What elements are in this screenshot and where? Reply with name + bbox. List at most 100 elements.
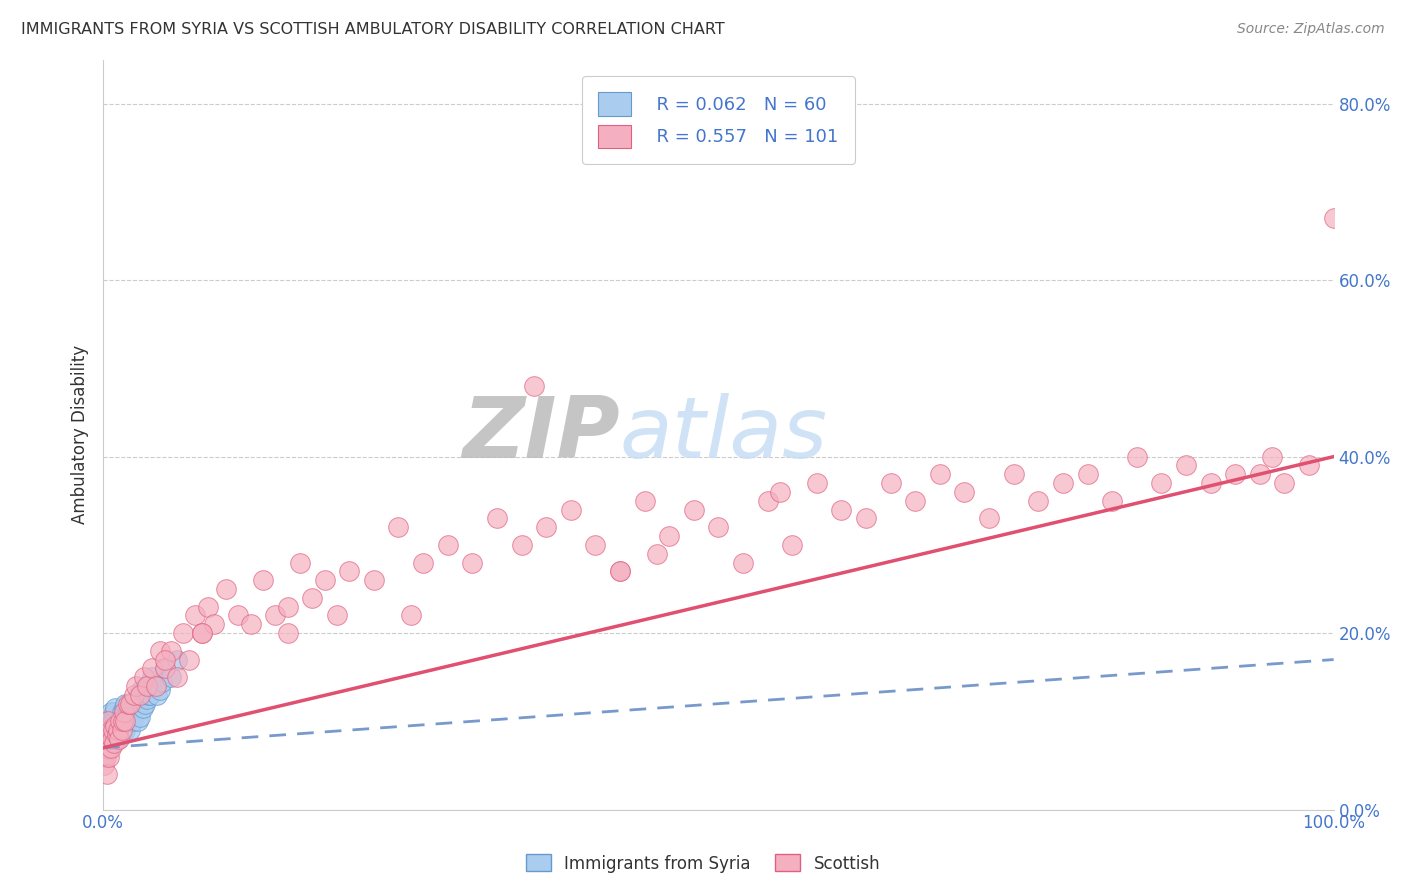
Point — [103, 706, 125, 720]
Point — [96, 767, 118, 781]
Point — [136, 679, 159, 693]
Point — [112, 706, 135, 720]
Point — [97, 740, 120, 755]
Point — [1126, 450, 1149, 464]
Point — [107, 714, 129, 729]
Point — [288, 556, 311, 570]
Text: Source: ZipAtlas.com: Source: ZipAtlas.com — [1237, 22, 1385, 37]
Point — [977, 511, 1000, 525]
Point — [228, 608, 250, 623]
Point — [202, 617, 225, 632]
Point — [277, 599, 299, 614]
Point — [239, 617, 262, 632]
Point — [1076, 467, 1098, 482]
Point — [125, 692, 148, 706]
Point — [98, 731, 121, 746]
Point — [150, 674, 173, 689]
Point — [122, 701, 145, 715]
Point — [166, 670, 188, 684]
Point — [105, 723, 128, 738]
Text: atlas: atlas — [620, 393, 828, 476]
Text: ZIP: ZIP — [463, 393, 620, 476]
Point — [583, 538, 606, 552]
Point — [115, 714, 138, 729]
Point — [609, 564, 631, 578]
Point — [120, 697, 142, 711]
Point — [100, 740, 122, 755]
Point — [928, 467, 950, 482]
Point — [153, 661, 176, 675]
Point — [138, 688, 160, 702]
Point — [510, 538, 533, 552]
Point — [94, 731, 117, 746]
Legend: Immigrants from Syria, Scottish: Immigrants from Syria, Scottish — [519, 847, 887, 880]
Point — [101, 723, 124, 738]
Point — [141, 670, 163, 684]
Point — [399, 608, 422, 623]
Point — [110, 706, 132, 720]
Text: IMMIGRANTS FROM SYRIA VS SCOTTISH AMBULATORY DISABILITY CORRELATION CHART: IMMIGRANTS FROM SYRIA VS SCOTTISH AMBULA… — [21, 22, 725, 37]
Point — [139, 688, 162, 702]
Point — [120, 697, 142, 711]
Point — [124, 706, 146, 720]
Point — [100, 731, 122, 746]
Point — [96, 745, 118, 759]
Point — [100, 723, 122, 738]
Point — [707, 520, 730, 534]
Point — [830, 502, 852, 516]
Point — [277, 626, 299, 640]
Point — [105, 727, 128, 741]
Point — [301, 591, 323, 605]
Point — [125, 679, 148, 693]
Point — [756, 493, 779, 508]
Y-axis label: Ambulatory Disability: Ambulatory Disability — [72, 345, 89, 524]
Point — [132, 688, 155, 702]
Point — [172, 626, 194, 640]
Point — [609, 564, 631, 578]
Point — [121, 714, 143, 729]
Point — [1261, 450, 1284, 464]
Point — [1150, 476, 1173, 491]
Point — [159, 644, 181, 658]
Point — [104, 723, 127, 738]
Point — [93, 758, 115, 772]
Point — [122, 688, 145, 702]
Point — [645, 547, 668, 561]
Point — [91, 749, 114, 764]
Point — [1274, 476, 1296, 491]
Point — [904, 493, 927, 508]
Point — [190, 626, 212, 640]
Point — [485, 511, 508, 525]
Point — [104, 701, 127, 715]
Point — [107, 723, 129, 738]
Point — [179, 652, 201, 666]
Point — [111, 714, 134, 729]
Point — [337, 564, 360, 578]
Point — [103, 727, 125, 741]
Point — [314, 573, 336, 587]
Point — [159, 670, 181, 684]
Point — [100, 736, 122, 750]
Point — [731, 556, 754, 570]
Point — [1002, 467, 1025, 482]
Point — [326, 608, 349, 623]
Point — [93, 740, 115, 755]
Point — [114, 697, 136, 711]
Point — [129, 688, 152, 702]
Point — [101, 714, 124, 729]
Point — [1298, 458, 1320, 473]
Point — [97, 736, 120, 750]
Point — [117, 697, 139, 711]
Point — [98, 731, 121, 746]
Legend:   R = 0.062   N = 60,   R = 0.557   N = 101: R = 0.062 N = 60, R = 0.557 N = 101 — [582, 76, 855, 164]
Point — [136, 692, 159, 706]
Point — [1052, 476, 1074, 491]
Point — [387, 520, 409, 534]
Point — [94, 723, 117, 738]
Point — [97, 723, 120, 738]
Point — [252, 573, 274, 587]
Point — [1225, 467, 1247, 482]
Point — [129, 683, 152, 698]
Point — [112, 701, 135, 715]
Point — [153, 652, 176, 666]
